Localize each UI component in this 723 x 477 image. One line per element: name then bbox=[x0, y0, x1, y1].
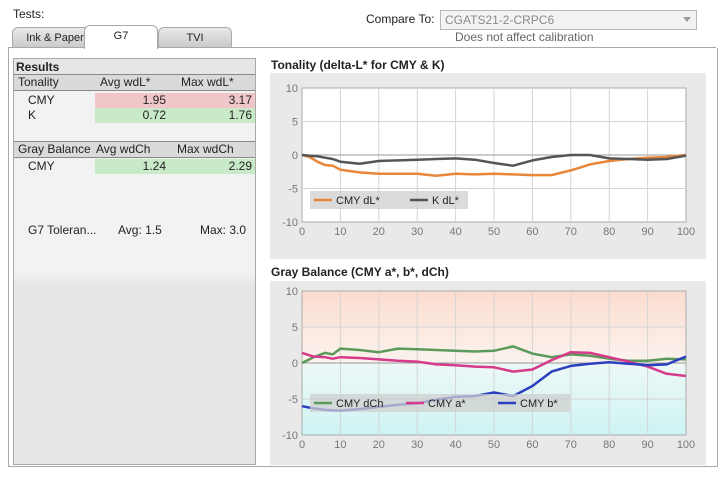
gray-cmy-avg: 1.24 bbox=[95, 159, 169, 174]
results-table: Tonality Avg wdL* Max wdL* CMY 1.95 3.17… bbox=[14, 74, 255, 285]
x-tick-label: 30 bbox=[411, 226, 423, 238]
tests-label: Tests: bbox=[13, 7, 45, 21]
x-tick-label: 0 bbox=[299, 226, 305, 238]
x-tick-label: 50 bbox=[488, 226, 500, 238]
compare-to-value: CGATS21-2-CRPC6 bbox=[445, 13, 555, 27]
g7-tolerance-label: G7 Toleran... bbox=[28, 223, 97, 237]
y-tick-label: -10 bbox=[282, 217, 298, 229]
x-tick-label: 60 bbox=[526, 226, 538, 238]
x-tick-label: 20 bbox=[373, 439, 385, 451]
tab-g7[interactable]: G7 bbox=[84, 25, 158, 49]
tonality-chart-title: Tonality (delta-L* for CMY & K) bbox=[271, 58, 445, 72]
results-panel: Results Tonality Avg wdL* Max wdL* CMY 1… bbox=[13, 58, 256, 465]
legend-label: CMY dCh bbox=[336, 398, 383, 410]
legend-label: CMY a* bbox=[428, 398, 466, 410]
y-tick-label: 10 bbox=[286, 83, 298, 95]
results-fade bbox=[14, 271, 255, 285]
series-line-k-dl bbox=[301, 153, 687, 167]
g7-tolerance-avg: Avg: 1.5 bbox=[118, 223, 162, 237]
y-tick-label: -5 bbox=[288, 184, 298, 196]
avg-wdch-header: Avg wdCh bbox=[96, 142, 151, 156]
compare-hint: Does not affect calibration bbox=[455, 30, 594, 44]
x-tick-label: 40 bbox=[449, 226, 461, 238]
y-tick-label: 5 bbox=[292, 322, 298, 334]
tonality-k-max: 1.76 bbox=[169, 108, 255, 123]
x-tick-label: 30 bbox=[411, 439, 423, 451]
x-tick-label: 0 bbox=[299, 439, 305, 451]
x-tick-label: 10 bbox=[334, 226, 346, 238]
y-tick-label: 10 bbox=[286, 286, 298, 298]
tonality-k-avg: 0.72 bbox=[95, 108, 169, 123]
max-wdch-header: Max wdCh bbox=[177, 142, 234, 156]
x-tick-label: 80 bbox=[603, 226, 615, 238]
legend-label: CMY b* bbox=[520, 398, 558, 410]
y-tick-label: -5 bbox=[288, 394, 298, 406]
tonality-k-label: K bbox=[28, 108, 37, 122]
tonality-header: Tonality bbox=[18, 75, 59, 89]
gray-cmy-max: 2.29 bbox=[169, 159, 255, 174]
x-tick-label: 50 bbox=[488, 439, 500, 451]
y-tick-label: 0 bbox=[292, 150, 298, 162]
x-tick-label: 40 bbox=[449, 439, 461, 451]
chevron-down-icon[interactable] bbox=[683, 17, 691, 22]
compare-to-label: Compare To: bbox=[366, 12, 435, 26]
x-tick-label: 90 bbox=[641, 439, 653, 451]
y-tick-label: 5 bbox=[292, 117, 298, 129]
g7-tolerance-max: Max: 3.0 bbox=[200, 223, 247, 237]
x-tick-label: 10 bbox=[334, 439, 346, 451]
gray-balance-header: Gray Balance bbox=[18, 142, 91, 156]
tonality-header-row: Tonality Avg wdL* Max wdL* bbox=[14, 75, 255, 91]
series-line-cmy-dl bbox=[301, 153, 687, 178]
legend-box bbox=[310, 394, 570, 412]
x-tick-label: 100 bbox=[677, 439, 695, 451]
gray-balance-chart-title: Gray Balance (CMY a*, b*, dCh) bbox=[271, 265, 449, 279]
results-title: Results bbox=[16, 60, 60, 74]
tab-tvi[interactable]: TVI bbox=[158, 27, 232, 48]
y-tick-label: 0 bbox=[292, 358, 298, 370]
x-tick-label: 100 bbox=[677, 226, 695, 238]
gray-cmy-label: CMY bbox=[28, 159, 55, 173]
tab-ink-paper[interactable]: Ink & Paper bbox=[12, 27, 98, 48]
y-tick-label: -10 bbox=[282, 430, 298, 442]
legend-label: K dL* bbox=[432, 195, 460, 207]
x-tick-label: 90 bbox=[641, 226, 653, 238]
gray-header-row: Gray Balance Avg wdCh Max wdCh bbox=[14, 141, 255, 158]
x-tick-label: 70 bbox=[565, 439, 577, 451]
legend-label: CMY dL* bbox=[336, 195, 381, 207]
x-tick-label: 80 bbox=[603, 439, 615, 451]
tab-strip-line bbox=[8, 47, 716, 48]
x-tick-label: 20 bbox=[373, 226, 385, 238]
tonality-cmy-label: CMY bbox=[28, 93, 55, 107]
legend-box bbox=[310, 191, 468, 209]
series-line-cmy-a bbox=[301, 350, 687, 378]
tonality-cmy-avg: 1.95 bbox=[95, 93, 169, 108]
compare-to-select[interactable]: CGATS21-2-CRPC6 bbox=[440, 10, 697, 30]
x-tick-label: 60 bbox=[526, 439, 538, 451]
x-tick-label: 70 bbox=[565, 226, 577, 238]
max-wdl-header: Max wdL* bbox=[181, 75, 234, 89]
avg-wdl-header: Avg wdL* bbox=[100, 75, 151, 89]
tonality-cmy-max: 3.17 bbox=[169, 93, 255, 108]
